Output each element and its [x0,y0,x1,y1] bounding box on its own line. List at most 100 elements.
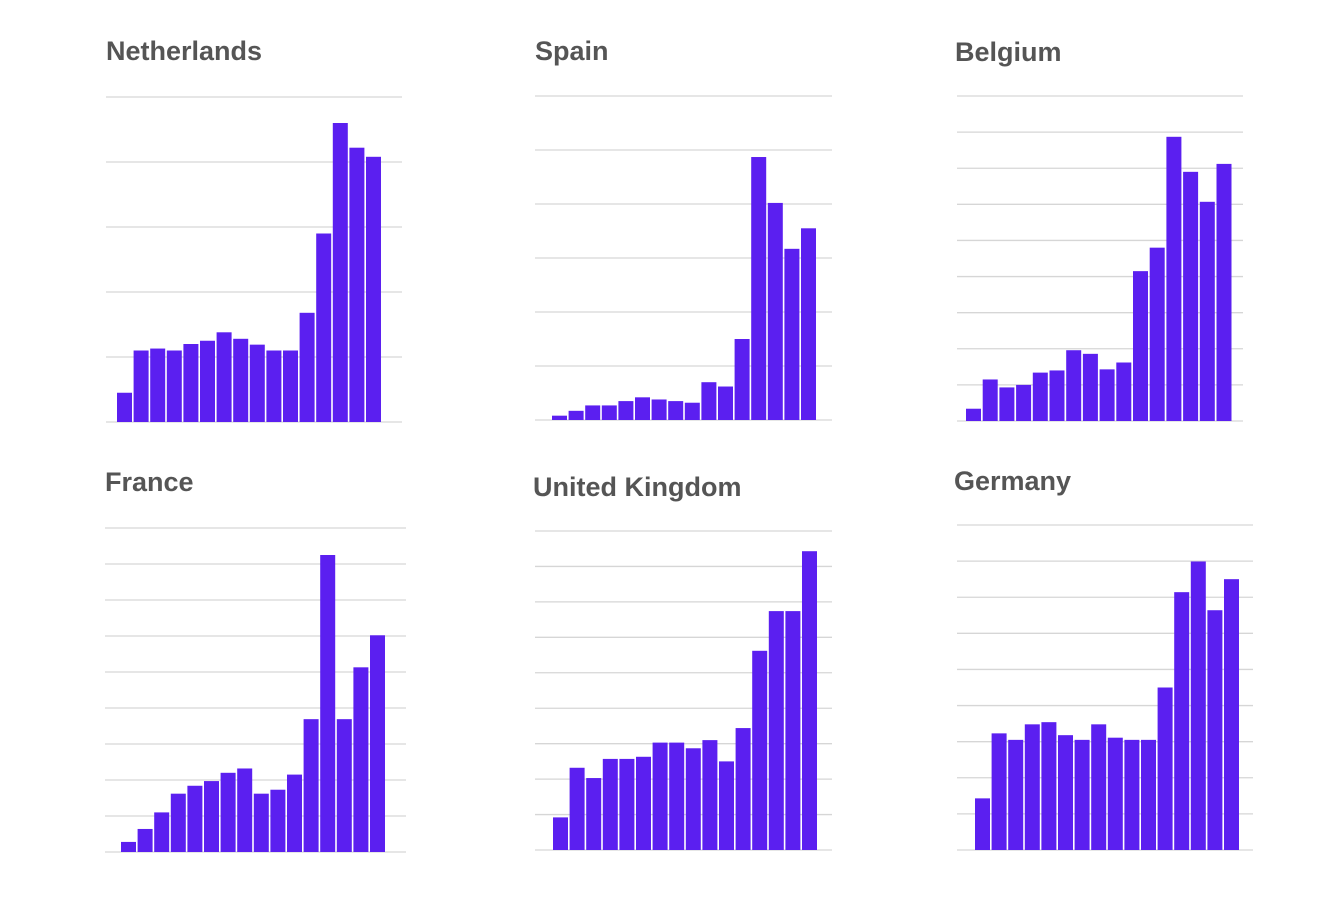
panel-spain: Spain [535,36,832,421]
bar-netherlands-12 [299,312,315,422]
bar-spain-9 [684,402,700,420]
bar-united-kingdom-10 [702,740,718,850]
bar-spain-14 [767,202,783,420]
bar-netherlands-2 [133,350,149,422]
bar-spain-4 [601,405,617,420]
bar-netherlands-11 [283,350,298,422]
bar-spain-6 [635,397,650,420]
bar-netherlands-15 [349,147,365,422]
bar-belgium-3 [999,387,1015,421]
bar-netherlands-16 [366,156,381,423]
bar-belgium-5 [1032,372,1048,421]
bar-france-5 [187,785,203,852]
bar-united-kingdom-12 [735,728,751,850]
bar-france-15 [353,667,369,852]
bar-spain-7 [651,399,667,420]
bar-france-2 [137,828,153,852]
bar-belgium-16 [1216,163,1232,421]
bar-germany-16 [1224,579,1239,850]
bar-united-kingdom-3 [586,778,602,850]
panel-title-netherlands: Netherlands [106,36,262,66]
bar-germany-9 [1107,737,1123,850]
bar-belgium-10 [1116,362,1132,421]
panel-netherlands: Netherlands [106,36,402,423]
bar-france-14 [336,719,352,852]
bar-united-kingdom-15 [785,611,801,850]
panel-title-germany: Germany [954,466,1071,496]
bar-germany-12 [1157,687,1173,850]
bar-spain-5 [618,401,634,420]
bar-spain-10 [701,382,717,420]
bar-germany-13 [1174,592,1190,850]
panel-united-kingdom: United Kingdom [533,472,832,851]
bar-spain-11 [718,386,733,420]
bar-germany-2 [991,733,1007,850]
bar-spain-3 [585,405,601,420]
panel-title-united-kingdom: United Kingdom [533,472,741,502]
bar-netherlands-10 [266,350,282,422]
bar-germany-5 [1041,722,1057,850]
bar-netherlands-8 [233,338,249,422]
bar-netherlands-4 [166,350,182,422]
bar-france-1 [121,841,136,852]
bar-united-kingdom-8 [669,742,685,850]
bar-netherlands-14 [332,123,348,422]
bar-belgium-8 [1082,353,1098,421]
bar-netherlands-7 [216,332,232,422]
bar-spain-16 [801,228,816,420]
bar-france-9 [253,793,269,852]
bar-belgium-13 [1166,136,1182,422]
bar-united-kingdom-2 [569,767,585,850]
bar-belgium-2 [982,379,998,421]
bar-france-7 [220,772,236,852]
bar-france-10 [270,789,286,852]
bar-germany-15 [1207,610,1223,850]
bar-france-13 [320,555,336,852]
bar-germany-7 [1074,739,1090,850]
panel-title-spain: Spain [535,36,609,66]
bar-france-11 [287,774,302,852]
bar-france-16 [370,635,385,852]
bar-belgium-9 [1099,369,1115,421]
bar-germany-3 [1008,739,1024,850]
bar-germany-6 [1058,735,1073,850]
bar-netherlands-6 [200,340,215,422]
bar-belgium-4 [1016,384,1032,421]
bar-united-kingdom-14 [768,611,784,850]
bar-united-kingdom-6 [636,756,651,850]
bar-united-kingdom-1 [553,817,568,850]
bar-netherlands-13 [316,233,332,422]
panel-germany: Germany [954,466,1253,851]
bar-germany-8 [1091,724,1107,850]
bar-spain-1 [552,415,567,420]
panel-france: France [105,467,406,853]
bar-united-kingdom-7 [652,742,668,850]
bar-united-kingdom-5 [619,758,635,850]
bar-spain-8 [668,401,684,420]
bar-belgium-12 [1149,247,1165,421]
bar-france-6 [204,781,219,852]
panel-title-belgium: Belgium [955,37,1062,67]
bar-united-kingdom-4 [602,758,618,850]
bar-netherlands-5 [183,344,199,422]
bar-belgium-6 [1049,370,1065,421]
bar-germany-11 [1141,739,1156,850]
bar-france-4 [170,793,186,852]
bar-united-kingdom-11 [719,761,734,850]
bar-france-3 [154,812,170,852]
bar-spain-15 [784,248,800,420]
bar-spain-13 [751,157,767,420]
bar-belgium-11 [1133,271,1148,421]
bar-united-kingdom-13 [752,650,768,850]
bar-germany-14 [1190,561,1206,850]
bar-germany-4 [1024,724,1040,850]
bar-germany-10 [1124,739,1140,850]
bar-germany-1 [975,798,990,850]
bar-belgium-7 [1066,350,1082,421]
bar-netherlands-3 [150,348,166,422]
bar-netherlands-9 [249,344,265,422]
bar-netherlands-1 [117,392,132,422]
panel-belgium: Belgium [955,37,1243,422]
bar-spain-12 [734,339,750,420]
